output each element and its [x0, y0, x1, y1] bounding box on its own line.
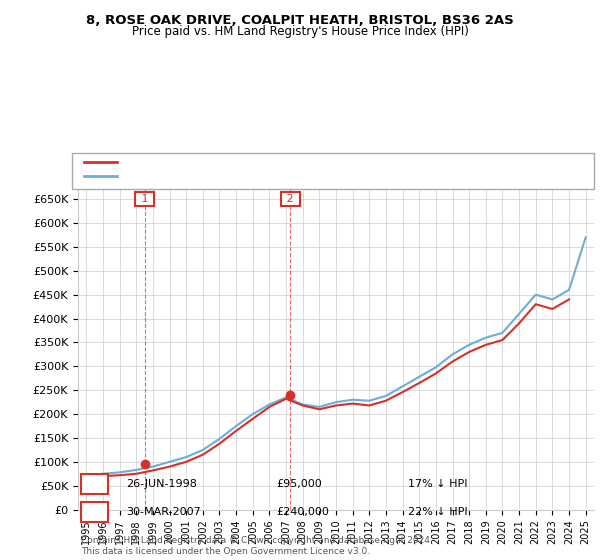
- Text: 30-MAR-2007: 30-MAR-2007: [126, 507, 201, 517]
- Text: 17% ↓ HPI: 17% ↓ HPI: [408, 479, 467, 489]
- Text: 22% ↓ HPI: 22% ↓ HPI: [408, 507, 467, 517]
- Text: 2: 2: [283, 194, 297, 204]
- Text: £240,000: £240,000: [276, 507, 329, 517]
- Text: Price paid vs. HM Land Registry's House Price Index (HPI): Price paid vs. HM Land Registry's House …: [131, 25, 469, 38]
- Text: 1: 1: [137, 194, 152, 204]
- Text: £95,000: £95,000: [276, 479, 322, 489]
- Text: 8, ROSE OAK DRIVE, COALPIT HEATH, BRISTOL, BS36 2AS (detached house): 8, ROSE OAK DRIVE, COALPIT HEATH, BRISTO…: [123, 157, 493, 167]
- Text: 8, ROSE OAK DRIVE, COALPIT HEATH, BRISTOL, BS36 2AS: 8, ROSE OAK DRIVE, COALPIT HEATH, BRISTO…: [86, 14, 514, 27]
- Text: Contains HM Land Registry data © Crown copyright and database right 2024.
This d: Contains HM Land Registry data © Crown c…: [81, 536, 433, 556]
- Text: HPI: Average price, detached house, South Gloucestershire: HPI: Average price, detached house, Sout…: [123, 171, 412, 181]
- Text: 2: 2: [91, 506, 99, 519]
- Text: 1: 1: [91, 478, 99, 491]
- Text: 26-JUN-1998: 26-JUN-1998: [126, 479, 197, 489]
